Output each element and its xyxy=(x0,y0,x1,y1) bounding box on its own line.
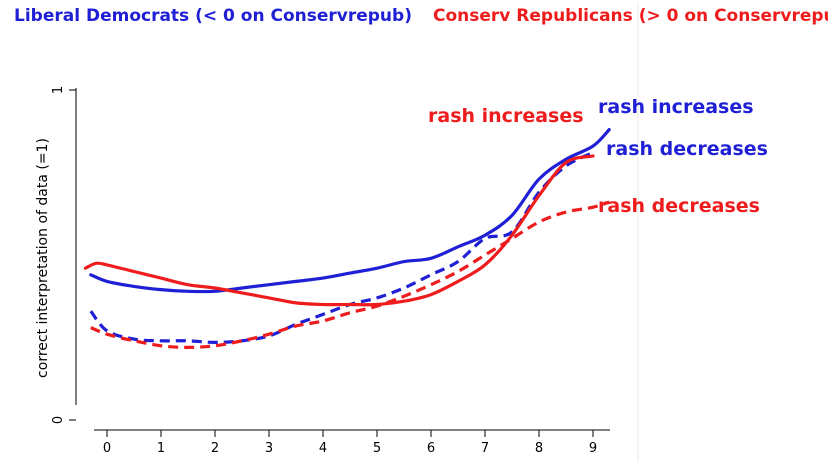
x-tick-label: 8 xyxy=(535,441,543,456)
annotation-red-rash-increases: rash increases xyxy=(428,105,584,127)
annotation-blue-rash-increases: rash increases xyxy=(598,96,754,118)
x-tick-label: 9 xyxy=(589,441,597,456)
x-tick-label: 3 xyxy=(265,441,273,456)
series-line-conserv-republicans-rash-decreases xyxy=(90,200,610,349)
x-tick-label: 7 xyxy=(481,441,489,456)
series-line-conserv-republicans-rash-increases xyxy=(83,154,595,307)
y-axis-label: correct interpretation of data (=1) xyxy=(35,138,51,378)
y-tick-label: 1 xyxy=(51,86,66,94)
y-tick-label: 0 xyxy=(51,416,66,424)
x-tick-label: 0 xyxy=(103,441,111,456)
series-line-liberal-democrats-rash-increases xyxy=(89,128,611,294)
legend-liberal-democrats: Liberal Democrats (< 0 on Conservrepub) xyxy=(14,6,412,26)
x-tick-label: 6 xyxy=(427,441,435,456)
x-tick-label: 2 xyxy=(211,441,219,456)
x-tick-label: 1 xyxy=(157,441,165,456)
legend-conserv-republicans: Conserv Republicans (> 0 on Conservrepub… xyxy=(433,6,828,26)
series-line-liberal-democrats-rash-decreases xyxy=(89,151,594,344)
x-tick-label: 5 xyxy=(373,441,381,456)
annotation-blue-rash-decreases: rash decreases xyxy=(606,138,768,160)
annotation-red-rash-decreases: rash decreases xyxy=(598,195,760,217)
x-tick-label: 4 xyxy=(319,441,327,456)
